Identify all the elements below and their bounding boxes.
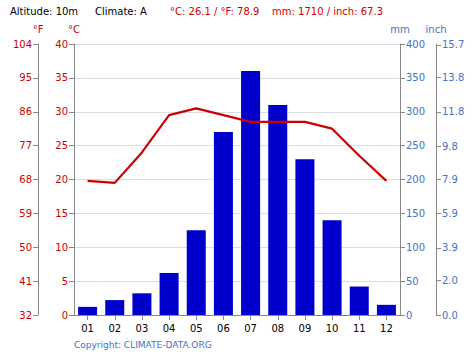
svg-text:°C: 26.1 / °F: 78.9 mm: 171: °C: 26.1 / °F: 78.9 mm: 1710 / inch: 67.… [170, 6, 383, 17]
svg-text:10: 10 [326, 323, 339, 334]
svg-text:°F: °F [33, 24, 44, 35]
svg-text:25: 25 [55, 140, 68, 151]
svg-text:°C: °C [68, 24, 80, 35]
svg-text:400: 400 [406, 39, 425, 50]
svg-text:15: 15 [55, 208, 68, 219]
svg-text:104: 104 [13, 39, 32, 50]
svg-text:Copyright: CLIMATE-DATA.ORG: Copyright: CLIMATE-DATA.ORG [74, 340, 212, 350]
svg-text:09: 09 [299, 323, 312, 334]
svg-text:mm: mm [390, 24, 409, 35]
svg-text:01: 01 [81, 323, 94, 334]
svg-text:11: 11 [353, 323, 366, 334]
svg-text:86: 86 [19, 106, 32, 117]
svg-text:5: 5 [62, 276, 68, 287]
svg-text:04: 04 [163, 323, 176, 334]
svg-text:Climate: A: Climate: A [95, 6, 147, 17]
svg-text:13.8: 13.8 [442, 72, 464, 83]
svg-text:0.0: 0.0 [442, 310, 458, 321]
svg-text:30: 30 [55, 106, 68, 117]
svg-text:59: 59 [19, 208, 32, 219]
svg-text:50: 50 [406, 276, 419, 287]
svg-text:inch: inch [426, 24, 447, 35]
svg-text:3.9: 3.9 [442, 242, 458, 253]
svg-text:20: 20 [55, 174, 68, 185]
svg-text:350: 350 [406, 72, 425, 83]
svg-text:15.7: 15.7 [442, 39, 464, 50]
svg-text:300: 300 [406, 106, 425, 117]
svg-text:150: 150 [406, 208, 425, 219]
svg-text:12: 12 [380, 323, 393, 334]
svg-text:7.9: 7.9 [442, 174, 458, 185]
svg-text:32: 32 [19, 310, 32, 321]
svg-text:5.9: 5.9 [442, 208, 458, 219]
svg-text:Altitude: 10m: Altitude: 10m [10, 6, 78, 17]
svg-text:02: 02 [108, 323, 121, 334]
svg-text:0: 0 [406, 310, 412, 321]
svg-text:40: 40 [55, 39, 68, 50]
svg-text:05: 05 [190, 323, 203, 334]
svg-text:11.8: 11.8 [442, 106, 464, 117]
svg-text:41: 41 [19, 276, 32, 287]
svg-text:68: 68 [19, 174, 32, 185]
svg-text:100: 100 [406, 242, 425, 253]
svg-text:07: 07 [244, 323, 257, 334]
svg-text:03: 03 [136, 323, 149, 334]
svg-text:250: 250 [406, 140, 425, 151]
svg-text:95: 95 [19, 72, 32, 83]
svg-text:06: 06 [217, 323, 230, 334]
svg-text:10: 10 [55, 242, 68, 253]
svg-text:2.0: 2.0 [442, 275, 458, 286]
svg-text:9.8: 9.8 [442, 141, 458, 152]
svg-text:08: 08 [271, 323, 284, 334]
svg-text:50: 50 [19, 242, 32, 253]
svg-text:200: 200 [406, 174, 425, 185]
svg-text:77: 77 [19, 140, 32, 151]
svg-text:0: 0 [62, 310, 68, 321]
svg-text:35: 35 [55, 72, 68, 83]
